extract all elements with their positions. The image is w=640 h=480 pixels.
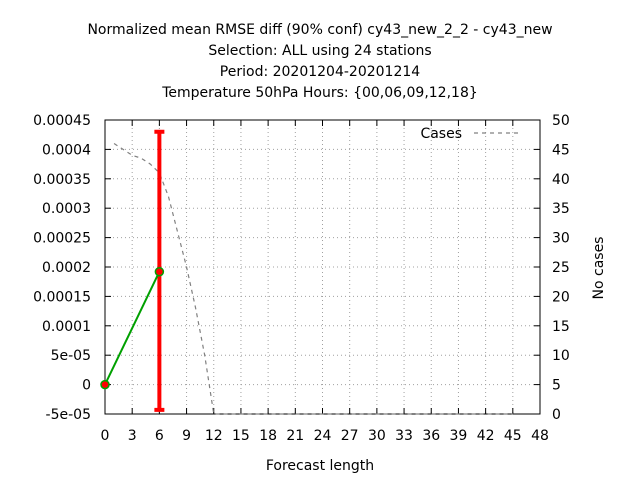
y-tick-label: 0.00015: [33, 289, 91, 305]
x-tick-label: 6: [155, 428, 164, 444]
cases-line: [113, 143, 513, 415]
y2-tick-label: 5: [552, 378, 561, 394]
x-tick-label: 27: [341, 428, 359, 444]
grid: [105, 120, 540, 414]
y-tick-label: 0: [82, 378, 91, 394]
y2-tick-label: 20: [552, 289, 570, 305]
y2-tick-label: 0: [552, 407, 561, 423]
x-tick-label: 9: [182, 428, 191, 444]
y-tick-label: 0.00045: [33, 113, 91, 129]
axis-ticks: 0 3 6 9 12 15 18 21 24 27 30 33 36 39 42 45 48-5e-0505e-…: [33, 113, 570, 444]
chart-title-line-1: Normalized mean RMSE diff (90% conf) cy4…: [87, 22, 552, 38]
y2-tick-label: 50: [552, 113, 570, 129]
y2-tick-label: 40: [552, 172, 570, 188]
chart-title-line-2: Selection: ALL using 24 stations: [208, 43, 431, 59]
y2-tick-label: 25: [552, 260, 570, 276]
chart-title-line-4: Temperature 50hPa Hours: {00,06,09,12,18…: [161, 85, 478, 101]
x-axis-label: Forecast length: [266, 458, 374, 474]
y2-tick-label: 35: [552, 201, 570, 217]
y-tick-label: 5e-05: [51, 348, 91, 364]
x-tick-label: 21: [286, 428, 304, 444]
y-tick-label: 0.00025: [33, 231, 91, 247]
legend-label-cases: Cases: [420, 126, 462, 142]
legend: Cases: [420, 126, 520, 142]
x-tick-label: 36: [422, 428, 440, 444]
x-tick-label: 18: [259, 428, 277, 444]
y2-tick-label: 45: [552, 142, 570, 158]
rmse-diff-point: [100, 379, 110, 390]
y-tick-label: 0.0002: [42, 260, 91, 276]
y-tick-label: -5e-05: [46, 407, 91, 423]
x-tick-label: 33: [395, 428, 413, 444]
y-tick-label: 0.0001: [42, 319, 91, 335]
y-tick-label: 0.0003: [42, 201, 91, 217]
x-tick-label: 39: [450, 428, 468, 444]
x-tick-label: 3: [128, 428, 137, 444]
chart-title-line-3: Period: 20201204-20201214: [220, 64, 420, 80]
rmse-diff-point: [154, 266, 165, 277]
rmse-diff-line: [104, 271, 161, 386]
y2-tick-label: 30: [552, 231, 570, 247]
x-tick-label: 15: [232, 428, 250, 444]
y-tick-label: 0.00035: [33, 172, 91, 188]
x-tick-label: 24: [314, 428, 332, 444]
y2-tick-label: 10: [552, 348, 570, 364]
y2-axis-label: No cases: [591, 237, 607, 300]
series: [100, 129, 513, 415]
x-tick-label: 45: [504, 428, 522, 444]
y-tick-label: 0.0004: [42, 142, 91, 158]
x-tick-label: 12: [205, 428, 223, 444]
x-tick-label: 0: [101, 428, 110, 444]
x-tick-label: 48: [531, 428, 549, 444]
x-tick-label: 42: [477, 428, 495, 444]
x-tick-label: 30: [368, 428, 386, 444]
y2-tick-label: 15: [552, 319, 570, 335]
